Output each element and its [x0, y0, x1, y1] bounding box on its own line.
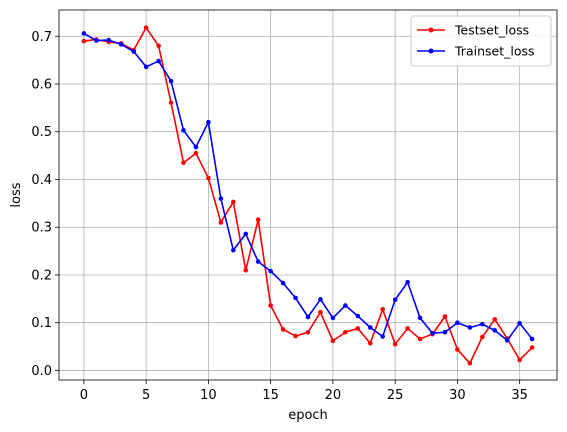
data-point-trainset-loss	[94, 38, 99, 43]
data-point-testset-loss	[517, 357, 522, 363]
data-point-testset-loss	[218, 220, 224, 225]
data-point-testset-loss	[529, 345, 535, 350]
plot-frame	[58, 9, 558, 381]
data-point-testset-loss	[467, 360, 473, 366]
y-tick-label: 0.2	[31, 268, 52, 283]
data-point-trainset-loss	[318, 297, 323, 302]
data-point-trainset-loss	[480, 321, 485, 327]
data-point-trainset-loss	[392, 297, 398, 303]
y-tick-label: 0.1	[31, 316, 52, 331]
data-point-trainset-loss	[231, 247, 236, 253]
data-point-trainset-loss	[504, 338, 510, 343]
legend: Testset_loss Trainset_loss	[410, 15, 552, 67]
data-point-trainset-loss	[430, 330, 435, 336]
data-point-trainset-loss	[417, 315, 423, 321]
data-point-trainset-loss	[118, 42, 124, 47]
data-point-trainset-loss	[106, 37, 112, 43]
data-point-testset-loss	[81, 38, 87, 44]
data-point-trainset-loss	[405, 279, 410, 285]
data-point-testset-loss	[480, 334, 485, 340]
y-tick-label: 0.7	[31, 30, 52, 45]
data-point-trainset-loss	[380, 334, 386, 339]
data-point-testset-loss	[455, 347, 460, 352]
axis-ticks: 0 5 10 15 20 25 30 35 0.0 0.1 0.2 0.3 0.4 0.5 0.6 0.7	[31, 30, 528, 403]
data-point-trainset-loss	[181, 128, 186, 133]
data-point-trainset-loss	[305, 314, 311, 320]
legend-marker-trainset-loss	[428, 48, 434, 54]
data-point-trainset-loss	[280, 280, 286, 286]
data-point-trainset-loss	[517, 320, 522, 326]
x-tick-label: 30	[449, 388, 466, 403]
data-point-trainset-loss	[492, 328, 498, 333]
data-point-trainset-loss	[293, 295, 298, 301]
data-point-testset-loss	[392, 341, 398, 347]
x-tick-label: 10	[200, 388, 217, 403]
data-point-trainset-loss	[193, 144, 199, 150]
data-point-trainset-loss	[455, 320, 460, 326]
legend-marker-testset-loss	[428, 27, 434, 33]
data-point-trainset-loss	[206, 119, 211, 125]
y-tick-label: 0.5	[31, 125, 52, 140]
data-point-testset-loss	[492, 317, 498, 322]
data-point-trainset-loss	[81, 31, 87, 36]
data-point-testset-loss	[417, 336, 423, 342]
data-point-trainset-loss	[529, 336, 535, 342]
legend-box	[410, 15, 552, 67]
data-point-trainset-loss	[131, 49, 136, 54]
plot-series	[81, 25, 535, 366]
data-point-testset-loss	[193, 150, 199, 156]
data-point-trainset-loss	[168, 78, 174, 84]
data-point-testset-loss	[268, 303, 273, 308]
data-point-testset-loss	[156, 43, 161, 49]
data-point-testset-loss	[231, 199, 236, 205]
y-tick-label: 0.0	[31, 364, 52, 379]
data-point-testset-loss	[343, 329, 348, 335]
data-point-trainset-loss	[330, 315, 336, 321]
data-point-trainset-loss	[268, 268, 273, 274]
data-point-testset-loss	[293, 333, 298, 339]
x-tick-label: 0	[80, 388, 88, 403]
x-tick-label: 25	[387, 388, 404, 403]
y-axis-label: loss	[9, 182, 24, 207]
y-tick-label: 0.3	[31, 221, 52, 236]
x-tick-label: 35	[511, 388, 528, 403]
grid-lines	[59, 10, 557, 380]
data-point-trainset-loss	[255, 259, 261, 264]
legend-label-trainset-loss: Trainset_loss	[454, 44, 535, 59]
data-point-testset-loss	[255, 217, 261, 222]
y-tick-label: 0.4	[31, 173, 52, 188]
data-point-testset-loss	[181, 160, 186, 166]
data-point-testset-loss	[243, 267, 249, 273]
data-point-testset-loss	[143, 25, 149, 30]
data-point-testset-loss	[330, 338, 336, 344]
data-point-testset-loss	[318, 309, 323, 315]
data-point-testset-loss	[367, 340, 373, 346]
data-point-testset-loss	[442, 314, 448, 319]
data-point-testset-loss	[405, 326, 410, 331]
x-axis-label: epoch	[288, 408, 328, 423]
data-point-trainset-loss	[343, 303, 348, 308]
data-point-testset-loss	[168, 100, 174, 105]
x-tick-label: 15	[262, 388, 279, 403]
legend-label-testset-loss: Testset_loss	[454, 23, 529, 38]
data-point-testset-loss	[206, 175, 211, 181]
x-tick-label: 5	[142, 388, 150, 403]
data-point-trainset-loss	[367, 325, 373, 330]
data-point-trainset-loss	[467, 325, 473, 330]
data-point-trainset-loss	[243, 231, 249, 237]
data-point-testset-loss	[305, 329, 311, 335]
y-tick-label: 0.6	[31, 78, 52, 93]
data-point-trainset-loss	[156, 58, 161, 64]
data-point-trainset-loss	[442, 329, 448, 335]
data-point-trainset-loss	[218, 196, 224, 201]
data-point-testset-loss	[280, 327, 286, 332]
data-point-testset-loss	[380, 307, 386, 312]
data-point-trainset-loss	[355, 313, 361, 319]
x-tick-label: 20	[325, 388, 342, 403]
data-point-trainset-loss	[143, 64, 149, 70]
data-point-testset-loss	[355, 326, 361, 331]
